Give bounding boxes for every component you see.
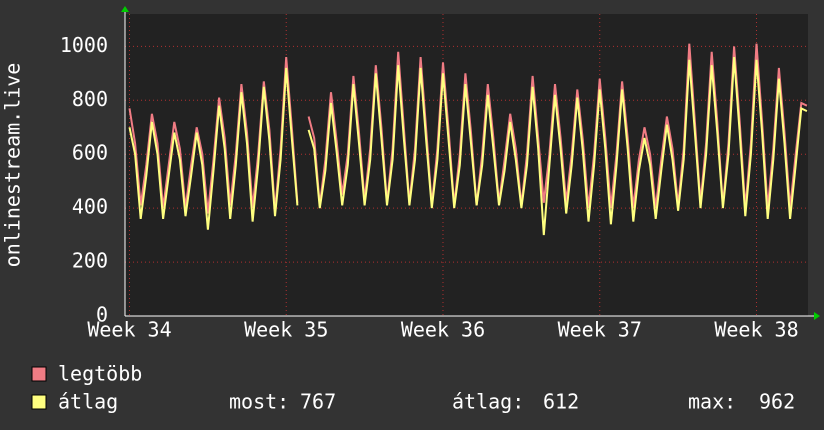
legend-swatch (31, 394, 47, 410)
y-tick-label: 400 (72, 195, 108, 219)
stat-label: max: (688, 390, 736, 414)
x-tick-label: Week 36 (401, 318, 485, 342)
y-tick-label: 600 (72, 141, 108, 165)
y-tick-label: 200 (72, 249, 108, 273)
x-tick-label: Week 38 (714, 318, 798, 342)
x-tick-label: Week 35 (244, 318, 328, 342)
stat-label: átlag: (452, 390, 524, 414)
x-tick-label: Week 34 (87, 318, 171, 342)
plot-area (125, 14, 808, 316)
legend-label: legtöbb (58, 362, 142, 386)
y-tick-label: 800 (72, 87, 108, 111)
y-tick-label: 1000 (60, 33, 108, 57)
stat-value: 962 (759, 390, 795, 414)
x-tick-label: Week 37 (558, 318, 642, 342)
y-arrow (121, 6, 129, 12)
stat-value: 767 (300, 390, 336, 414)
legend-label: átlag (58, 390, 118, 414)
x-arrow (814, 312, 820, 320)
y-axis-label: onlinestream.live (1, 63, 25, 268)
plot (125, 14, 808, 317)
legend-swatch (31, 366, 47, 382)
stat-value: 612 (543, 390, 579, 414)
stat-label: most: (229, 390, 289, 414)
series-line (128, 57, 808, 236)
y-tick-label: 0 (96, 303, 108, 327)
